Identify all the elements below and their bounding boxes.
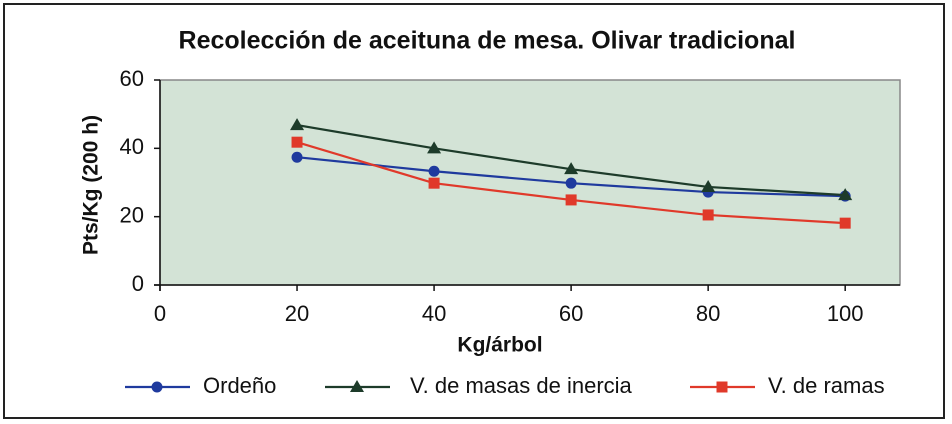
chart-title: Recolección de aceituna de mesa. Olivar … (179, 27, 796, 55)
x-tick-label: 40 (422, 301, 446, 326)
y-tick-label: 20 (120, 202, 144, 227)
legend-marker (151, 381, 163, 393)
marker (565, 177, 577, 189)
marker (565, 194, 577, 206)
legend-marker (716, 381, 728, 393)
legend-label: V. de masas de inercia (410, 373, 633, 398)
x-tick-label: 80 (696, 301, 720, 326)
legend-label: Ordeño (203, 373, 276, 398)
plot-area (159, 79, 901, 286)
y-tick-label: 0 (132, 271, 144, 296)
y-axis-label: Pts/Kg (200 h) (80, 115, 103, 255)
x-tick-label: 100 (827, 301, 864, 326)
y-tick-label: 60 (120, 66, 144, 91)
marker (291, 136, 303, 148)
x-tick-label: 20 (285, 301, 309, 326)
y-tick-label: 40 (120, 134, 144, 159)
marker (839, 217, 851, 229)
x-tick-label: 60 (559, 301, 583, 326)
marker (291, 151, 303, 163)
marker (702, 209, 714, 221)
x-tick-label: 0 (154, 301, 166, 326)
marker (290, 118, 305, 131)
marker (564, 162, 579, 175)
legend-label: V. de ramas (768, 373, 885, 398)
marker (427, 141, 442, 154)
marker (838, 188, 853, 201)
marker (428, 165, 440, 177)
marker (428, 177, 440, 189)
legend-marker (350, 380, 364, 392)
marker (701, 179, 716, 192)
x-axis-label: Kg/árbol (457, 334, 542, 357)
